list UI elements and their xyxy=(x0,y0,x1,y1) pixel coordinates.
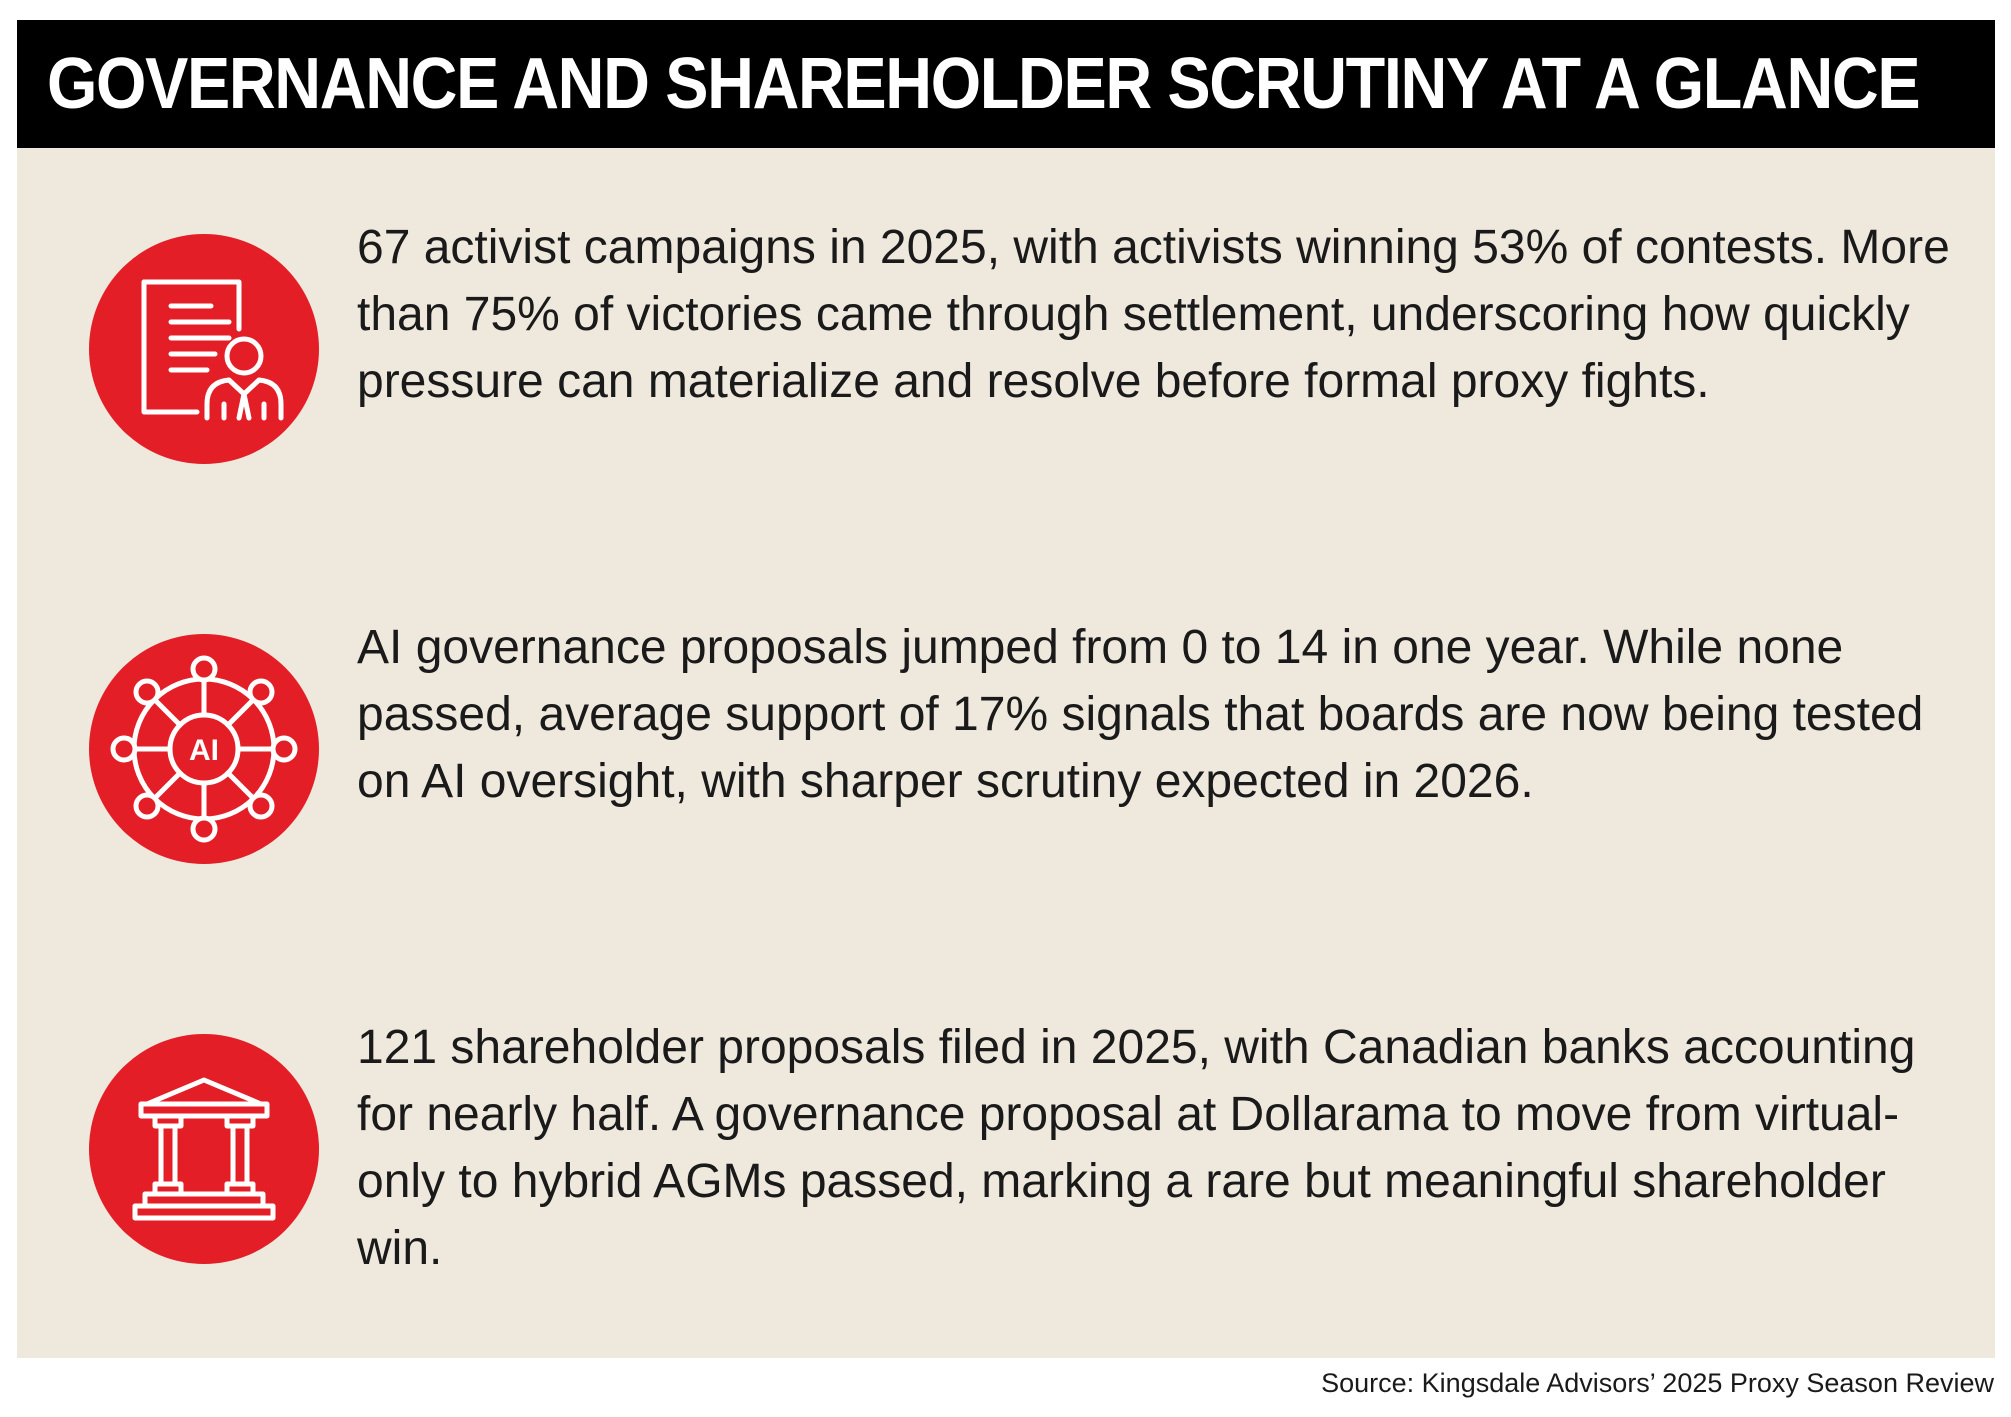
page-title: GOVERNANCE AND SHAREHOLDER SCRUTINY AT A… xyxy=(47,44,1921,124)
bank-building-icon xyxy=(89,1034,319,1264)
source-note: Source: Kingsdale Advisors’ 2025 Proxy S… xyxy=(1321,1368,1994,1398)
item-text: AI governance proposals jumped from 0 to… xyxy=(357,621,1924,808)
ai-network-icon: AI xyxy=(89,634,319,864)
item-text: 67 activist campaigns in 2025, with acti… xyxy=(357,221,1950,408)
header-banner: GOVERNANCE AND SHAREHOLDER SCRUTINY AT A… xyxy=(17,20,1995,148)
item-text: 121 shareholder proposals filed in 2025,… xyxy=(357,1021,1916,1275)
ai-icon-label: AI xyxy=(189,734,219,767)
document-person-icon xyxy=(89,234,319,464)
content-panel: 67 activist campaigns in 2025, with acti… xyxy=(17,148,1995,1358)
